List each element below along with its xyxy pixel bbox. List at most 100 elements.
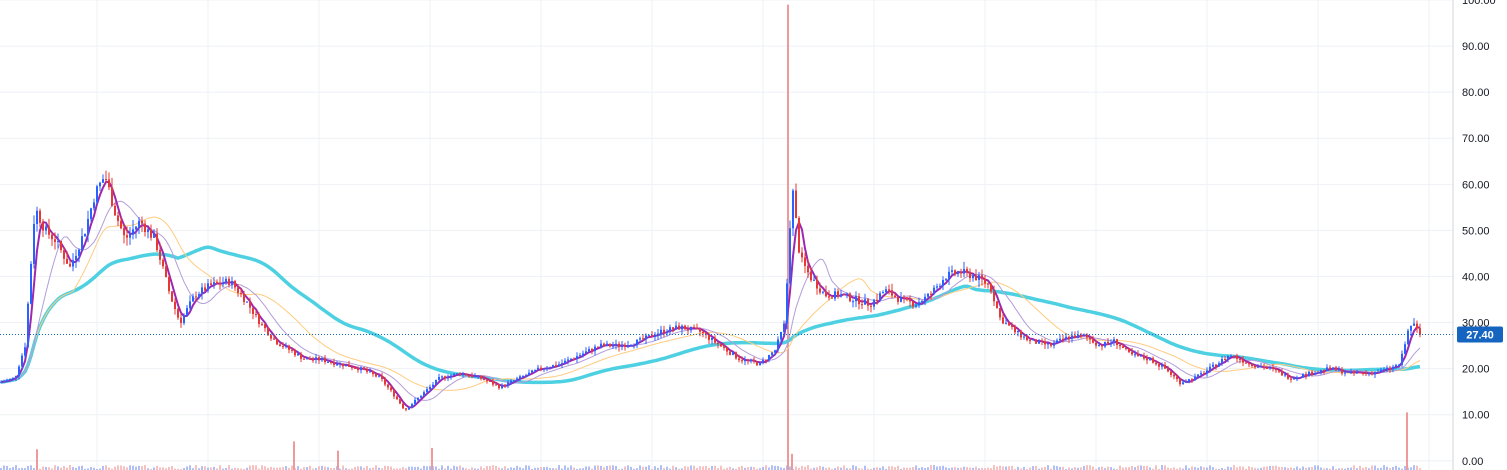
volume-bar	[141, 466, 143, 470]
candle-body	[1401, 353, 1403, 365]
candle-body	[798, 217, 800, 253]
volume-bar	[54, 465, 56, 470]
candle-body	[915, 305, 917, 307]
candle-body	[891, 290, 893, 296]
volume-bar	[507, 468, 509, 470]
volume-bar	[810, 468, 812, 470]
volume-bars	[0, 4, 1421, 470]
candle-body	[228, 278, 230, 285]
volume-bar	[279, 467, 281, 470]
candle-body	[393, 390, 395, 397]
volume-bar	[1239, 466, 1241, 470]
volume-bar	[972, 467, 974, 470]
candle-body	[1134, 354, 1136, 356]
volume-bar	[558, 465, 560, 470]
volume-bar	[858, 468, 860, 470]
volume-bar	[1140, 465, 1142, 470]
volume-bar	[222, 468, 224, 470]
volume-bar	[1254, 468, 1256, 470]
candle-body	[1266, 367, 1268, 369]
price-axis[interactable]: 0.0010.0020.0030.0040.0050.0060.0070.008…	[1452, 0, 1496, 470]
volume-bar	[234, 467, 236, 470]
candle-body	[531, 370, 533, 373]
volume-bar	[576, 468, 578, 470]
candle-body	[276, 339, 278, 345]
candle-body	[327, 361, 329, 363]
volume-bar	[708, 467, 710, 470]
candle-body	[951, 270, 953, 272]
candle-body	[483, 378, 485, 380]
volume-bar	[906, 467, 908, 470]
volume-bar	[675, 467, 677, 470]
candle-body	[570, 358, 572, 360]
volume-bar	[1413, 465, 1415, 470]
volume-bar	[1236, 467, 1238, 470]
candle-body	[1245, 362, 1247, 364]
volume-bar	[165, 468, 167, 470]
volume-bar	[489, 466, 491, 470]
volume-bar	[84, 468, 86, 470]
volume-bar	[654, 466, 656, 470]
candle-body	[429, 386, 431, 390]
volume-bar	[537, 467, 539, 470]
volume-bar	[306, 467, 308, 470]
candle-body	[663, 329, 665, 334]
candle-body	[477, 375, 479, 377]
candle-body	[936, 286, 938, 288]
volume-bar	[1251, 467, 1253, 470]
volume-bar	[1311, 467, 1313, 470]
candle-body	[468, 375, 470, 377]
volume-bar	[0, 468, 2, 470]
volume-bar	[1002, 466, 1004, 470]
volume-bar	[690, 465, 692, 470]
volume-bar	[468, 468, 470, 470]
candle-body	[990, 284, 992, 292]
candle-body	[864, 299, 866, 305]
volume-bar	[282, 466, 284, 470]
candle-body	[972, 275, 974, 279]
candle-body	[1005, 322, 1007, 324]
candle-body	[183, 314, 185, 324]
candle-body	[285, 345, 287, 347]
volume-bar	[1314, 465, 1316, 470]
y-tick-label: 60.00	[1462, 179, 1490, 191]
candle-body	[879, 293, 881, 300]
volume-bar	[1398, 467, 1400, 470]
candle-body	[888, 289, 890, 291]
candle-body	[1155, 362, 1157, 365]
volume-bar	[1299, 468, 1301, 470]
volume-bar	[186, 466, 188, 470]
volume-bar	[954, 466, 956, 470]
volume-bar	[345, 468, 347, 470]
ma-long-line	[0, 245, 1421, 385]
candle-body	[117, 215, 119, 221]
volume-bar	[1047, 465, 1049, 470]
volume-bar	[1296, 466, 1298, 470]
candle-body	[432, 384, 434, 387]
volume-bar	[357, 466, 359, 470]
candle-body	[1335, 367, 1337, 371]
volume-bar	[1350, 467, 1352, 470]
candle-body	[417, 397, 419, 400]
candle-body	[933, 287, 935, 295]
candle-body	[546, 368, 548, 370]
volume-bar	[198, 468, 200, 470]
candle-body	[1293, 377, 1295, 380]
candle-body	[660, 329, 662, 334]
candle-body	[141, 220, 143, 224]
volume-bar	[297, 466, 299, 470]
candle-body	[351, 366, 353, 368]
candle-body	[519, 376, 521, 379]
volume-bar	[369, 468, 371, 470]
candle-body	[1080, 334, 1082, 336]
candle-body	[771, 352, 773, 355]
candle-body	[129, 233, 131, 238]
volume-bar	[534, 467, 536, 470]
volume-bar	[1404, 466, 1406, 470]
volume-bar	[126, 467, 128, 470]
candle-body	[780, 331, 782, 340]
volume-bar	[1143, 465, 1145, 470]
candle-body	[1110, 342, 1112, 344]
volume-bar	[522, 468, 524, 470]
